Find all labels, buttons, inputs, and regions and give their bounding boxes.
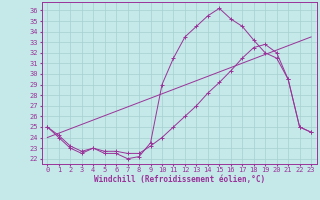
X-axis label: Windchill (Refroidissement éolien,°C): Windchill (Refroidissement éolien,°C) — [94, 175, 265, 184]
